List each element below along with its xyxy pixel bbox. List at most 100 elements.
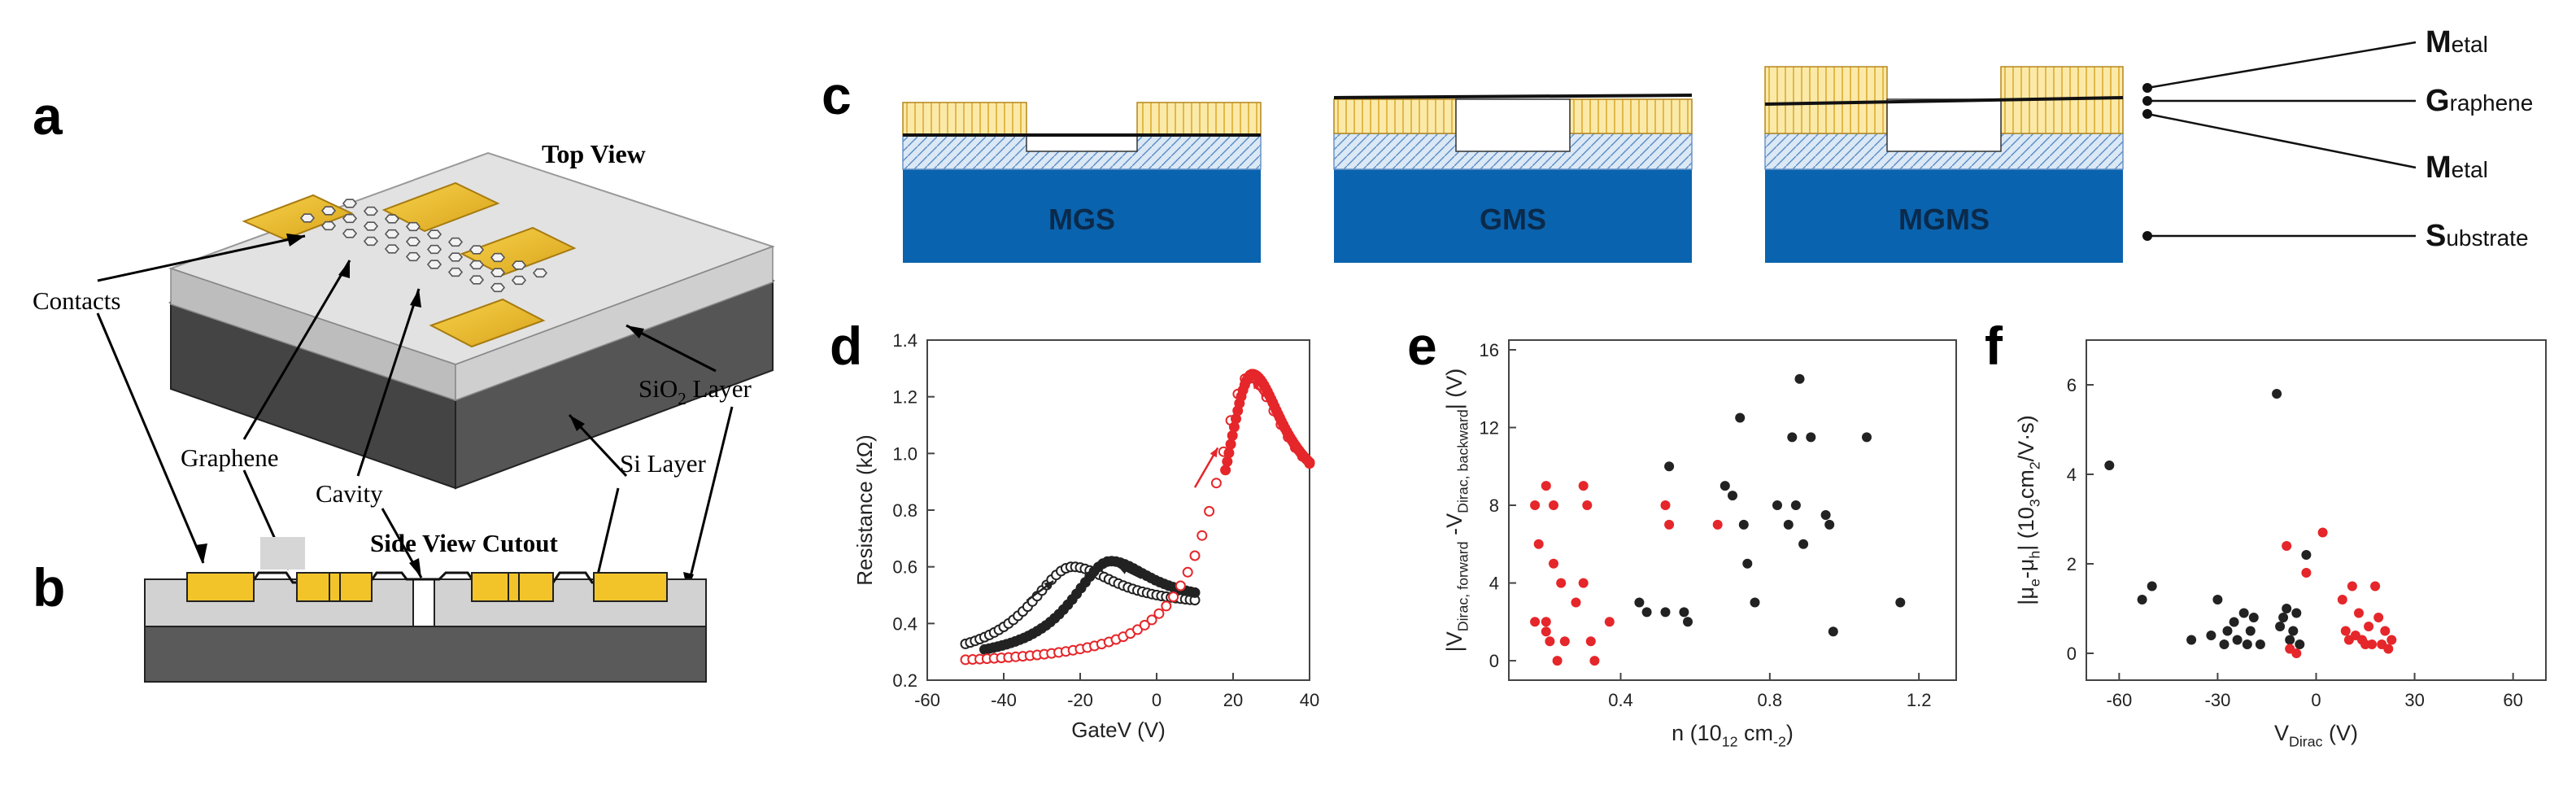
plot-frame xyxy=(926,339,1310,681)
data-point-series-1 xyxy=(2367,639,2378,649)
data-point-series-0 xyxy=(2206,631,2216,640)
sweep-arrowhead xyxy=(1118,566,1128,574)
panel-f-letter: f xyxy=(1985,316,2003,376)
graphene-cell xyxy=(363,221,379,231)
legend-lines xyxy=(2147,41,2417,238)
sweep-arrowhead xyxy=(1252,379,1261,390)
legend-dot xyxy=(2142,109,2152,119)
y-tick-label: 4 xyxy=(2067,465,2077,485)
panel-a-letter: a xyxy=(33,85,63,146)
data-point-series-1 xyxy=(1794,373,1805,384)
substrate-block xyxy=(1334,169,1692,263)
y-tick-label: 0.4 xyxy=(892,613,918,634)
top-view-label: Top View xyxy=(542,139,646,168)
data-point-series-0 xyxy=(2291,608,2302,618)
x-tick-label: 0 xyxy=(2311,690,2321,710)
cavity xyxy=(1026,134,1138,152)
chart-d: -60 -40 -20 0 20 40 0.2 0.4 0.6 0.8 1.0 1.2 1.4 GateV… xyxy=(852,330,1319,742)
data-point-series-2 xyxy=(1161,600,1172,612)
data-point-series-0 xyxy=(2147,581,2157,591)
data-point-series-1 xyxy=(1660,607,1671,618)
graphene-cell xyxy=(405,237,421,247)
graphene-cell xyxy=(384,214,400,224)
data-point-series-0 xyxy=(2232,635,2243,645)
data-point-series-1 xyxy=(1824,519,1835,530)
data-point-series-0 xyxy=(1541,481,1551,491)
contacts-label: Contacts xyxy=(33,286,121,315)
x-tick-label: -20 xyxy=(1067,690,1093,710)
graphene-cell xyxy=(384,229,400,239)
data-point-series-0 xyxy=(1660,500,1671,510)
sweep-arrowhead xyxy=(1044,581,1054,590)
graphene-line xyxy=(1764,96,2124,106)
graphene-cell xyxy=(490,252,506,263)
data-point-series-1 xyxy=(1895,597,1906,608)
data-point-series-0 xyxy=(1571,597,1581,608)
substrate-block xyxy=(903,169,1261,263)
side-contact xyxy=(186,572,255,602)
data-point-series-1 xyxy=(2383,644,2394,654)
data-point-series-0 xyxy=(1559,636,1570,647)
arrowhead xyxy=(569,415,585,431)
data-point-series-0 xyxy=(2295,639,2305,649)
y-axis-label: Resistance (kΩ) xyxy=(852,434,877,586)
graphene-cell xyxy=(426,260,442,269)
device-label-mgms: MGMS xyxy=(1898,203,1990,236)
x-axis-label: n (1012 cm-2) xyxy=(1672,721,1794,750)
data-point-series-0 xyxy=(2255,639,2265,649)
side-contact xyxy=(471,572,554,602)
metal-pad xyxy=(1764,66,1888,134)
data-point-series-3 xyxy=(1223,447,1235,459)
data-point-series-0 xyxy=(1549,558,1558,569)
data-point-series-3 xyxy=(1222,456,1233,467)
data-point-series-0 xyxy=(1530,617,1541,627)
data-point-series-2 xyxy=(1146,614,1157,626)
data-point-series-0 xyxy=(2301,550,2312,560)
contact-pad xyxy=(242,194,354,241)
data-point-series-0 xyxy=(1712,519,1723,530)
data-point-series-2 xyxy=(1153,608,1165,619)
data-point-series-0 xyxy=(1549,500,1558,510)
data-point-series-1 xyxy=(1679,607,1689,618)
y-tick-label: 0.6 xyxy=(892,557,918,578)
x-tick-label: 0 xyxy=(1152,690,1162,710)
graphene-cell xyxy=(363,236,379,247)
data-point-series-1 xyxy=(1790,500,1801,510)
y-tick-label: 16 xyxy=(1480,340,1499,360)
legend-line-metal-top xyxy=(2147,41,2417,89)
data-point-series-1 xyxy=(1783,519,1794,530)
cavity-pointer xyxy=(356,288,421,477)
graphene-cell xyxy=(447,237,464,247)
data-point-series-0 xyxy=(2272,389,2282,399)
data-point-series-3 xyxy=(1220,465,1231,476)
side-contact xyxy=(593,572,668,602)
sweep-arrowhead xyxy=(1210,447,1218,458)
side-view-label: Side View Cutout xyxy=(370,529,558,557)
y-axis-label: |VDirac, forward -VDirac, backward| (V) xyxy=(1442,369,1471,653)
data-point-series-0 xyxy=(2242,639,2252,649)
data-point-series-0 xyxy=(2104,460,2115,470)
graphene-cell xyxy=(405,251,421,262)
graphene-sheet xyxy=(299,199,548,293)
graphene-line xyxy=(1333,94,1693,99)
data-point-series-1 xyxy=(1634,597,1645,608)
data-point-series-0 xyxy=(1589,656,1600,666)
legend-metal-top: Metal xyxy=(2426,25,2488,59)
graphene-cell xyxy=(342,229,358,238)
arrowhead xyxy=(195,543,207,563)
data-point-series-3 xyxy=(1225,439,1236,450)
substrate-block xyxy=(1765,169,2123,263)
data-point-series-1 xyxy=(2370,581,2381,591)
panel-c-letter: c xyxy=(822,65,852,125)
data-point-series-0 xyxy=(2238,608,2249,618)
graphene-cell xyxy=(384,244,400,254)
sio2-pointer-b xyxy=(686,406,734,591)
legend-graphene: Graphene xyxy=(2426,84,2533,118)
cavity-label: Cavity xyxy=(316,479,383,508)
data-point-series-0 xyxy=(1556,578,1567,588)
data-point-series-1 xyxy=(2380,626,2391,636)
data-point-series-0 xyxy=(1545,636,1555,647)
contacts-pointer xyxy=(97,234,306,282)
graphene-cell xyxy=(490,268,506,277)
data-point-series-2 xyxy=(1189,550,1201,561)
